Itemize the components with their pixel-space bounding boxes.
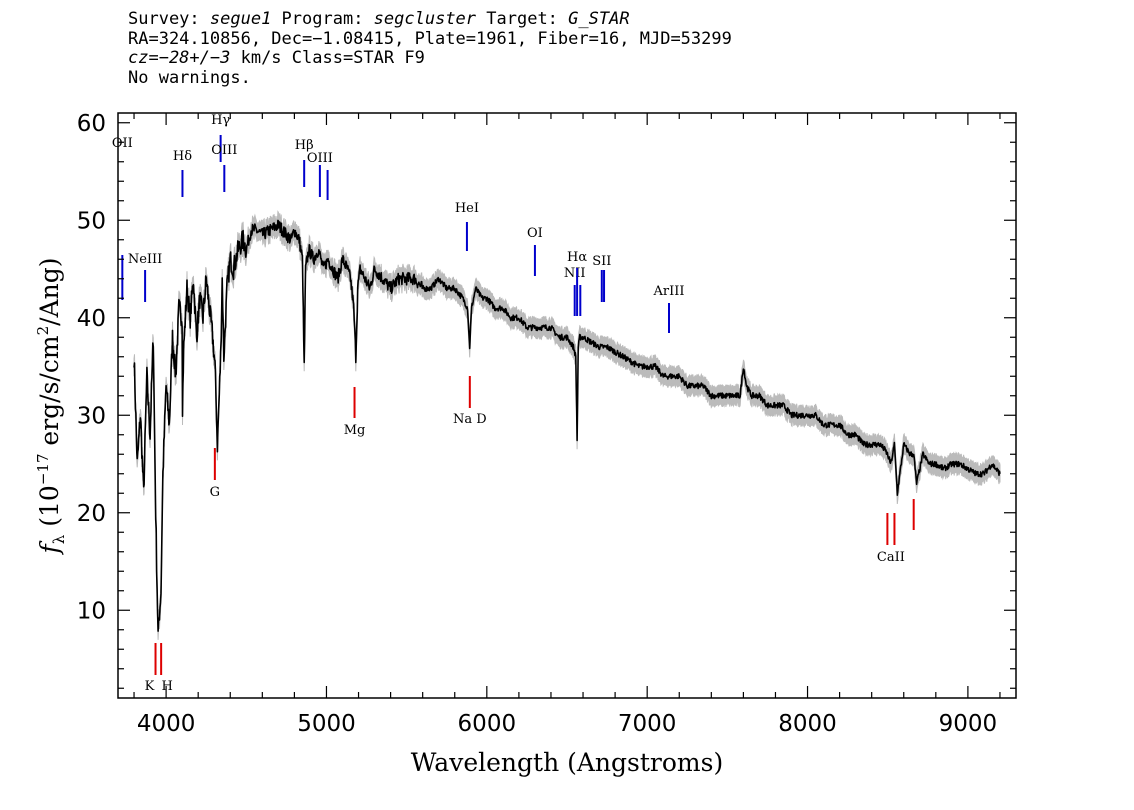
y-tick-label: 40	[77, 306, 106, 332]
emission-line-label: OII	[112, 136, 133, 151]
y-tick-label: 60	[77, 111, 106, 137]
emission-line-label: Hδ	[173, 149, 192, 164]
emission-line-label: OIII	[211, 143, 237, 158]
emission-line-label: NeIII	[128, 252, 162, 267]
flux-series-line	[133, 219, 1001, 632]
x-tick-label: 8000	[778, 711, 837, 737]
emission-line-label: Hβ	[295, 138, 314, 153]
spectrum-header: Survey: segue1 Program: segcluster Targe…	[128, 9, 732, 88]
emission-line-label: OIII	[307, 151, 333, 166]
absorption-line-label: H	[161, 679, 172, 694]
x-tick-label: 6000	[458, 711, 517, 737]
absorption-line-label: G	[210, 485, 220, 500]
y-tick-label: 50	[77, 208, 106, 234]
y-tick-label: 10	[77, 598, 106, 624]
emission-line-label: HeI	[455, 201, 479, 216]
header-row-redshift: cz=−28+/−3 km/s Class=STAR F9	[128, 48, 732, 69]
target-label: Target:	[476, 9, 569, 29]
target-value: G_STAR	[568, 9, 630, 29]
absorption-line-label: Na D	[453, 412, 487, 427]
emission-line-label: ArIII	[652, 284, 684, 299]
header-row-coordinates: RA=324.10856, Dec=−1.08415, Plate=1961, …	[128, 28, 732, 49]
emission-line-label: SII	[592, 254, 611, 269]
program-value: segcluster	[373, 9, 477, 29]
survey-value: segue1	[209, 9, 272, 29]
absorption-line-label: Mg	[344, 423, 366, 438]
emission-line-label: NII	[564, 266, 586, 281]
program-label: Program:	[271, 9, 374, 29]
y-axis-label: fλ (10−17 erg/s/cm2/Ang)	[34, 258, 68, 556]
redshift-value: cz=−28+/−3	[128, 48, 231, 68]
absorption-line-label: CaII	[877, 550, 905, 565]
axes-layer: 4000 5000 6000 7000 8000 9000 10 20 30 40 50 60	[77, 111, 1016, 737]
x-tick-label: 5000	[297, 711, 356, 737]
x-axis-label: Wavelength (Angstroms)	[411, 748, 723, 777]
emission-line-label: Hγ	[211, 113, 230, 128]
class-text: km/s Class=STAR F9	[230, 48, 425, 68]
emission-line-label: Hα	[567, 250, 587, 265]
x-tick-label: 7000	[618, 711, 677, 737]
header-row-warnings: No warnings.	[128, 67, 251, 88]
emission-line-label: OI	[527, 226, 543, 241]
absorption-line-label: K	[145, 679, 155, 694]
x-tick-label: 9000	[939, 711, 998, 737]
flux-layer	[133, 219, 1001, 632]
survey-label: Survey:	[128, 9, 210, 29]
x-tick-label: 4000	[137, 711, 196, 737]
plot-frame	[117, 112, 1017, 699]
y-tick-label: 20	[77, 501, 106, 527]
header-row-survey: Survey: segue1 Program: segcluster Targe…	[128, 9, 732, 30]
y-tick-label: 30	[77, 403, 106, 429]
